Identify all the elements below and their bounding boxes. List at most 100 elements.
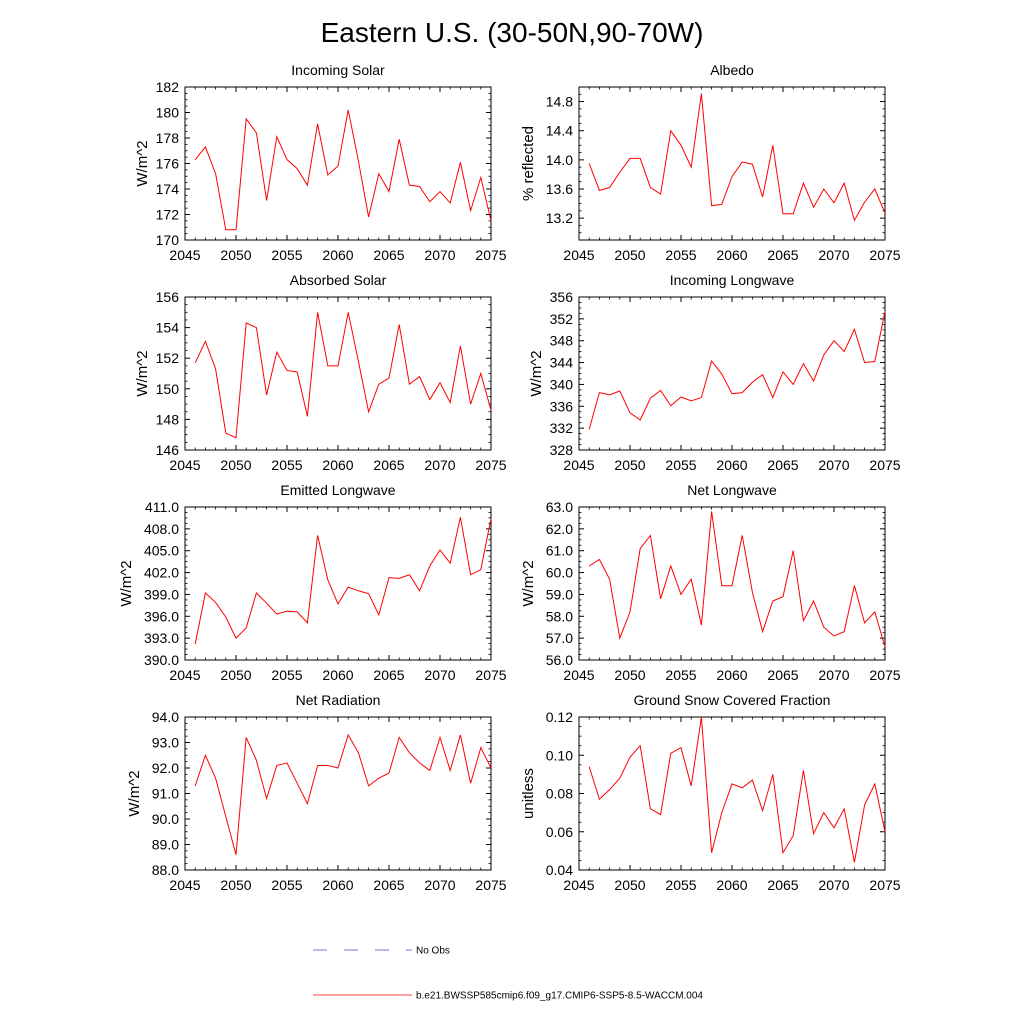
- y-tick-label: 150: [156, 381, 180, 397]
- x-tick-label: 2045: [169, 667, 200, 683]
- series-line: [588, 511, 886, 648]
- y-axis-label: % reflected: [520, 126, 537, 201]
- legend: No Obs b.e21.BWSSP585cmip6.f09_g17.CMIP6…: [313, 946, 703, 1002]
- x-tick-label: 2050: [614, 667, 645, 683]
- plot-frame: [578, 716, 886, 871]
- legend-label-model-run: b.e21.BWSSP585cmip6.f09_g17.CMIP6-SSP5-8…: [416, 991, 703, 1002]
- y-tick-label: 174: [156, 181, 180, 197]
- y-tick-label: 402.0: [144, 565, 179, 581]
- x-tick-label: 2075: [475, 247, 506, 263]
- x-tick-label: 2075: [869, 247, 900, 263]
- y-tick-label: 60.0: [546, 565, 573, 581]
- x-tick-label: 2060: [716, 457, 747, 473]
- y-tick-label: 94.0: [152, 709, 179, 725]
- y-tick-label: 328: [550, 442, 574, 458]
- y-tick-label: 61.0: [546, 543, 573, 559]
- plot-frame: [184, 506, 492, 661]
- x-tick-label: 2045: [169, 457, 200, 473]
- panel-title: Incoming Longwave: [670, 272, 795, 288]
- x-tick-label: 2065: [767, 247, 798, 263]
- panel-net-radiation: Net Radiation 2045 2050 2055 2060 2065 2070 207…: [126, 692, 507, 893]
- y-tick-label: 92.0: [152, 760, 179, 776]
- x-tick-label: 2060: [716, 247, 747, 263]
- x-tick-label: 2055: [665, 247, 696, 263]
- panel-title: Emitted Longwave: [280, 482, 395, 498]
- panel-absorbed-solar: Absorbed Solar 2045 2050 2055 2060 2065 2070 20…: [134, 272, 507, 473]
- y-tick-label: 91.0: [152, 786, 179, 802]
- series-line: [194, 109, 492, 231]
- y-tick-label: 14.4: [546, 123, 573, 139]
- panel-incoming-solar: Incoming Solar 2045 2050 2055 2060 2065 2070 20…: [134, 62, 507, 263]
- y-tick-label: 178: [156, 130, 180, 146]
- x-tick-label: 2060: [322, 247, 353, 263]
- y-tick-label: 14.8: [546, 94, 573, 110]
- x-tick-label: 2065: [373, 247, 404, 263]
- x-tick-label: 2055: [271, 457, 302, 473]
- panel-albedo: Albedo 2045 2050 2055 2060 2065 2070 2075 13.2 13…: [520, 62, 901, 263]
- x-tick-label: 2060: [322, 457, 353, 473]
- x-tick-label: 2050: [220, 667, 251, 683]
- plot-frame: [184, 716, 492, 871]
- x-tick-label: 2075: [475, 457, 506, 473]
- y-tick-label: 13.6: [546, 181, 573, 197]
- y-tick-label: 59.0: [546, 586, 573, 602]
- y-tick-label: 408.0: [144, 521, 179, 537]
- panel-title: Ground Snow Covered Fraction: [634, 692, 831, 708]
- x-tick-label: 2045: [563, 247, 594, 263]
- x-tick-label: 2065: [767, 877, 798, 893]
- y-tick-label: 390.0: [144, 652, 179, 668]
- panel-title: Incoming Solar: [291, 62, 385, 78]
- y-tick-label: 396.0: [144, 608, 179, 624]
- panel-title: Net Longwave: [687, 482, 777, 498]
- y-tick-label: 172: [156, 207, 180, 223]
- x-tick-label: 2060: [716, 877, 747, 893]
- plot-frame: [578, 296, 886, 451]
- y-tick-label: 148: [156, 411, 180, 427]
- y-tick-label: 146: [156, 442, 180, 458]
- y-tick-label: 57.0: [546, 630, 573, 646]
- x-tick-label: 2045: [169, 247, 200, 263]
- series-line: [194, 733, 492, 855]
- y-tick-label: 93.0: [152, 735, 179, 751]
- x-tick-label: 2065: [373, 457, 404, 473]
- plot-frame: [578, 86, 886, 241]
- x-tick-label: 2065: [373, 667, 404, 683]
- y-axis-label: W/m^2: [126, 770, 143, 816]
- y-axis-label: W/m^2: [118, 560, 135, 606]
- x-tick-label: 2075: [869, 667, 900, 683]
- x-tick-label: 2055: [271, 247, 302, 263]
- panel-incoming-longwave: Incoming Longwave 2045 2050 2055 2060 2065 207…: [528, 272, 901, 473]
- x-tick-label: 2055: [271, 667, 302, 683]
- y-tick-label: 348: [550, 333, 574, 349]
- x-tick-label: 2050: [614, 457, 645, 473]
- y-axis-label: unitless: [520, 768, 537, 819]
- y-tick-label: 56.0: [546, 652, 573, 668]
- panel-title: Net Radiation: [296, 692, 381, 708]
- y-tick-label: 182: [156, 79, 180, 95]
- x-tick-label: 2050: [614, 247, 645, 263]
- series-line: [588, 716, 886, 863]
- y-axis-label: W/m^2: [528, 350, 545, 396]
- x-tick-label: 2045: [563, 877, 594, 893]
- y-axis-label: W/m^2: [520, 560, 537, 606]
- panels-group: Incoming Solar 2045 2050 2055 2060 2065 2070 20…: [118, 62, 901, 893]
- x-tick-label: 2060: [716, 667, 747, 683]
- series-line: [588, 311, 886, 430]
- y-tick-label: 0.10: [546, 747, 573, 763]
- y-tick-label: 152: [156, 350, 180, 366]
- x-tick-label: 2075: [869, 457, 900, 473]
- panel-ground-snow-covered-fraction: Ground Snow Covered Fraction 2045 2050 2055…: [520, 692, 901, 893]
- y-tick-label: 62.0: [546, 521, 573, 537]
- x-tick-label: 2055: [665, 877, 696, 893]
- x-tick-label: 2050: [220, 877, 251, 893]
- x-tick-label: 2050: [220, 457, 251, 473]
- y-tick-label: 405.0: [144, 543, 179, 559]
- x-tick-label: 2070: [818, 247, 849, 263]
- y-tick-label: 58.0: [546, 608, 573, 624]
- y-tick-label: 356: [550, 289, 574, 305]
- y-tick-label: 0.06: [546, 824, 573, 840]
- x-tick-label: 2070: [818, 457, 849, 473]
- x-tick-label: 2055: [665, 457, 696, 473]
- x-tick-label: 2070: [424, 457, 455, 473]
